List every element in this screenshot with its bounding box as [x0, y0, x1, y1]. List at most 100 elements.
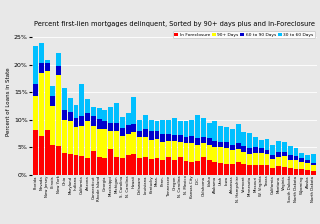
Bar — [132, 154, 136, 175]
Bar — [265, 165, 269, 175]
Bar — [178, 157, 183, 175]
Bar — [270, 155, 275, 159]
Bar — [62, 120, 67, 153]
Bar — [91, 151, 96, 175]
Bar — [137, 137, 142, 158]
Bar — [33, 130, 38, 175]
Bar — [276, 141, 281, 152]
Bar — [120, 117, 125, 128]
Bar — [132, 97, 136, 124]
Bar — [97, 157, 102, 175]
Bar — [68, 121, 73, 154]
Bar — [282, 152, 287, 156]
Bar — [143, 115, 148, 129]
Bar — [85, 99, 90, 113]
Bar — [108, 123, 113, 131]
Bar — [39, 136, 44, 175]
Bar — [282, 156, 287, 167]
Bar — [218, 126, 223, 142]
Bar — [178, 142, 183, 157]
Bar — [132, 124, 136, 132]
Bar — [143, 137, 148, 157]
Bar — [68, 112, 73, 121]
Bar — [132, 132, 136, 154]
Bar — [247, 154, 252, 165]
Bar — [50, 106, 55, 144]
Bar — [114, 103, 119, 123]
Bar — [183, 121, 188, 137]
Bar — [253, 165, 258, 175]
Bar — [236, 143, 241, 149]
Bar — [155, 121, 159, 131]
Bar — [44, 71, 50, 130]
Bar — [189, 162, 194, 175]
Bar — [224, 148, 229, 164]
Bar — [201, 118, 206, 137]
Bar — [293, 169, 299, 175]
Bar — [253, 137, 258, 147]
Bar — [126, 155, 131, 175]
Bar — [224, 164, 229, 175]
Bar — [218, 147, 223, 163]
Bar — [293, 148, 299, 156]
Bar — [62, 110, 67, 120]
Bar — [39, 43, 44, 63]
Bar — [50, 86, 55, 96]
Bar — [230, 164, 235, 175]
Bar — [137, 120, 142, 131]
Bar — [276, 152, 281, 157]
Bar — [265, 139, 269, 150]
Bar — [68, 154, 73, 175]
Bar — [288, 146, 292, 155]
Bar — [79, 156, 84, 175]
Bar — [311, 171, 316, 175]
Bar — [143, 129, 148, 137]
Legend: In Foreclosure, 90+ Days, 60 to 90 Days, 30 to 60 Days: In Foreclosure, 90+ Days, 60 to 90 Days,… — [173, 31, 315, 38]
Bar — [97, 119, 102, 129]
Bar — [265, 150, 269, 154]
Bar — [259, 153, 264, 165]
Bar — [137, 158, 142, 175]
Bar — [265, 154, 269, 165]
Bar — [259, 148, 264, 153]
Bar — [91, 107, 96, 116]
Bar — [102, 158, 108, 175]
Bar — [299, 162, 304, 169]
Bar — [33, 96, 38, 130]
Bar — [305, 155, 310, 160]
Bar — [189, 143, 194, 162]
Bar — [241, 164, 246, 175]
Bar — [288, 160, 292, 168]
Bar — [166, 141, 171, 157]
Bar — [241, 152, 246, 164]
Bar — [212, 147, 217, 162]
Bar — [149, 120, 154, 131]
Bar — [160, 160, 165, 175]
Bar — [247, 165, 252, 175]
Bar — [126, 134, 131, 155]
Bar — [305, 163, 310, 170]
Bar — [270, 159, 275, 168]
Bar — [270, 168, 275, 175]
Bar — [166, 157, 171, 175]
Bar — [155, 158, 159, 175]
Bar — [74, 118, 78, 127]
Bar — [183, 161, 188, 175]
Bar — [44, 60, 50, 63]
Bar — [189, 120, 194, 136]
Bar — [311, 154, 316, 163]
Bar — [108, 107, 113, 123]
Bar — [33, 84, 38, 96]
Bar — [212, 141, 217, 147]
Bar — [195, 144, 200, 161]
Bar — [102, 121, 108, 129]
Bar — [155, 131, 159, 139]
Bar — [85, 121, 90, 158]
Bar — [56, 146, 61, 175]
Bar — [230, 150, 235, 164]
Bar — [149, 140, 154, 159]
Bar — [44, 63, 50, 71]
Bar — [201, 143, 206, 157]
Bar — [62, 88, 67, 110]
Bar — [207, 145, 212, 160]
